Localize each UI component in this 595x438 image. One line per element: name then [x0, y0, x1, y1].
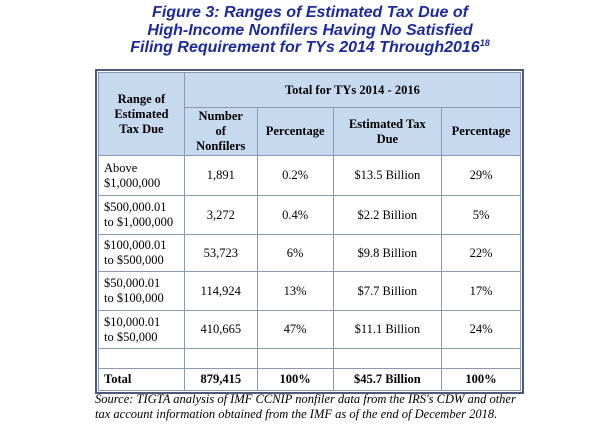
data-cell: 47% — [256, 310, 334, 349]
empty-cell — [256, 348, 334, 369]
title-text: Filing Requirement for TYs 2014 Through2… — [130, 39, 480, 56]
table-body: Above $1,000,000 1,891 0.2% $13.5 Billion 29… — [98, 155, 521, 391]
total-row: Total 879,415 100% $45.7 Billion 100% — [98, 368, 521, 391]
range-cell: $50,000.01 to $100,000 — [98, 271, 185, 311]
data-cell: 1,891 — [183, 155, 258, 196]
range-cell: $10,000.01 to $50,000 — [98, 310, 185, 349]
data-cell: 5% — [441, 195, 521, 235]
table-row: $100,000.01 to $500,000 53,723 6% $9.8 Bill… — [98, 234, 521, 272]
range-cell: Above $1,000,000 — [98, 155, 185, 196]
footnote-ref: 18 — [479, 38, 490, 48]
data-cell: 29% — [441, 155, 521, 196]
range-cell: $500,000.01 to $1,000,000 — [98, 195, 185, 235]
header-cell: Range of Estimated Tax Due — [98, 72, 185, 156]
data-cell: $9.8 Billion — [332, 234, 443, 272]
total-cell: $45.7 Billion — [332, 368, 443, 391]
data-cell: $13.5 Billion — [332, 155, 443, 196]
data-cell: 114,924 — [183, 271, 258, 311]
header-cell: Estimated Tax Due — [332, 107, 443, 156]
total-cell: 100% — [441, 368, 521, 391]
empty-cell — [183, 348, 258, 369]
table-row: $500,000.01 to $1,000,000 3,272 0.4% $2.2 B… — [98, 195, 521, 235]
empty-cell — [332, 348, 443, 369]
header-row: Range of Estimated Tax Due Total for TYs… — [98, 72, 522, 156]
data-cell: 22% — [441, 234, 521, 272]
data-cell: 0.4% — [256, 195, 334, 235]
data-cell: 0.2% — [256, 155, 334, 196]
total-cell: 879,415 — [183, 368, 258, 391]
empty-cell — [441, 348, 521, 369]
data-cell: 3,272 — [183, 195, 258, 235]
source-note: Source: TIGTA analysis of IMF CCNIP nonf… — [95, 392, 516, 421]
figure-title: Figure 3: Ranges of Estimated Tax Due of… — [60, 4, 560, 57]
data-cell: $2.2 Billion — [332, 195, 443, 235]
data-cell: 53,723 — [183, 234, 258, 272]
title-line: High-Income Nonfilers Having No Satisfie… — [147, 21, 473, 39]
table: Range of Estimated Tax Due Total for TYs… — [98, 72, 522, 391]
data-cell: 24% — [441, 310, 521, 349]
title-line: Figure 3: Ranges of Estimated Tax Due of — [152, 4, 468, 21]
table-row: $50,000.01 to $100,000 114,924 13% $7.7 Bil… — [98, 271, 521, 311]
total-cell: 100% — [256, 368, 334, 391]
title-line: Filing Requirement for TYs 2014 Through2… — [60, 39, 560, 57]
header-cell: Percentage — [441, 107, 521, 156]
table-row: Above $1,000,000 1,891 0.2% $13.5 Billion 29… — [98, 155, 521, 196]
header-cell: Number of Nonfilers — [183, 107, 258, 156]
total-cell: Total — [98, 368, 185, 391]
table-frame: Range of Estimated Tax Due Total for TYs… — [95, 69, 524, 394]
data-cell: $11.1 Billion — [332, 310, 443, 349]
empty-row — [98, 348, 521, 369]
data-cell: 410,665 — [183, 310, 258, 349]
header-cell: Total for TYs 2014 - 2016 — [183, 72, 522, 108]
table-row: $10,000.01 to $50,000 410,665 47% $11.1 Bil… — [98, 310, 521, 349]
data-cell: $7.7 Billion — [332, 271, 443, 311]
empty-cell — [98, 348, 185, 369]
header-row: Number of Nonfilers Percentage Estimated… — [99, 107, 521, 156]
data-cell: 6% — [256, 234, 334, 272]
header-cell: Percentage — [256, 107, 334, 156]
data-cell: 13% — [256, 271, 334, 311]
range-cell: $100,000.01 to $500,000 — [98, 234, 185, 272]
data-cell: 17% — [441, 271, 521, 311]
